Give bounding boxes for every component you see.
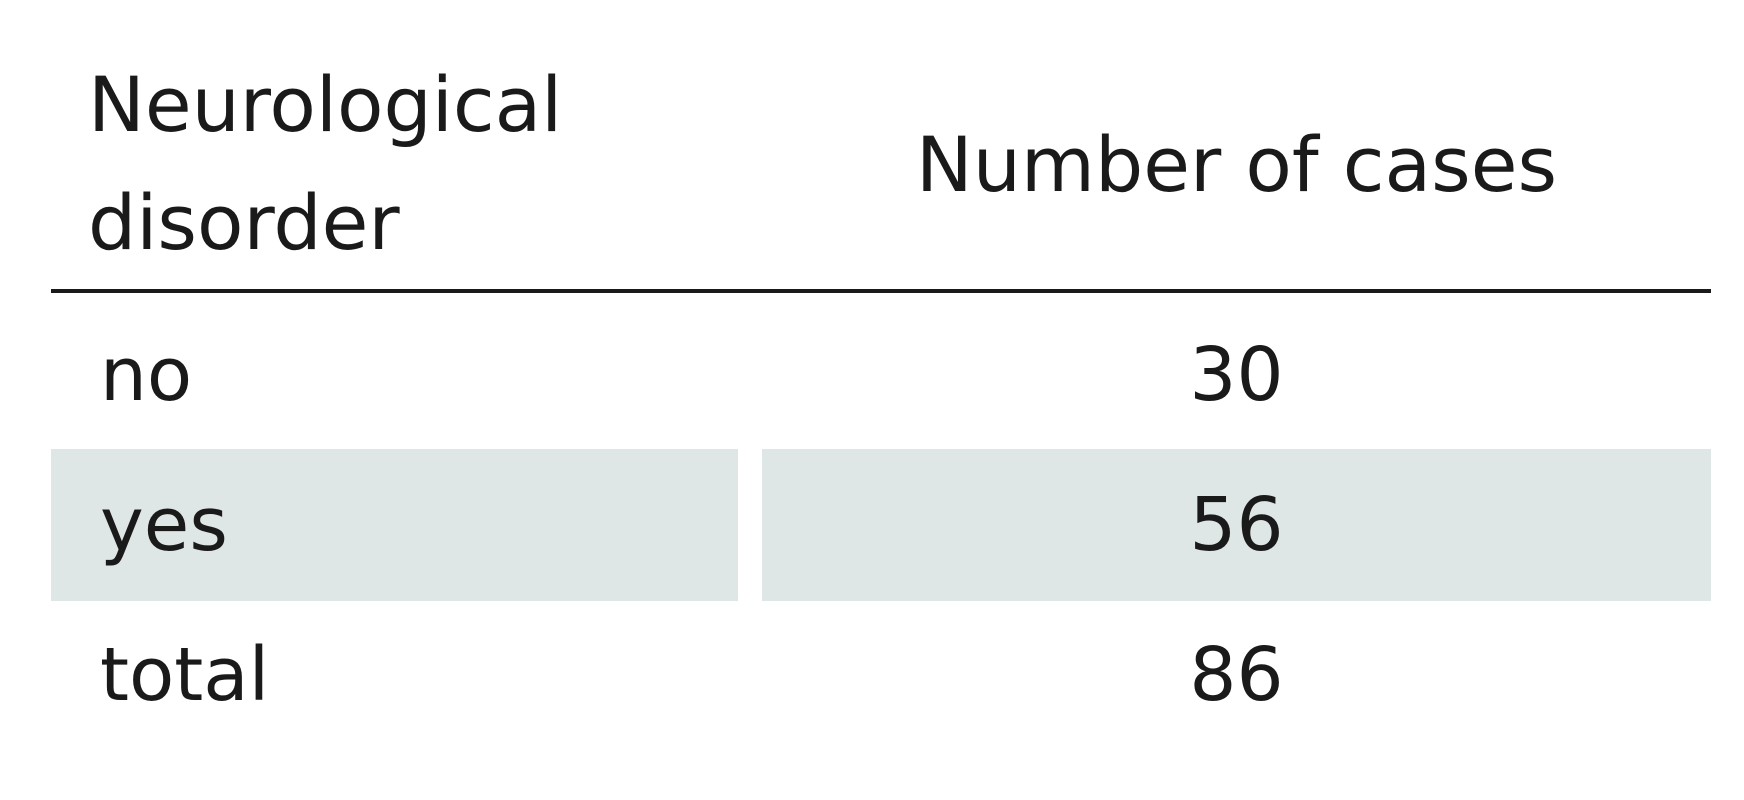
cell-value: 86 <box>1189 632 1284 718</box>
row-label: total <box>100 632 270 718</box>
row-label: no <box>100 332 193 418</box>
header-cell: Neurological disorder <box>88 60 563 267</box>
header-rule <box>51 289 1711 293</box>
row-label: yes <box>100 482 228 568</box>
cell-value: 56 <box>1189 482 1284 568</box>
cell-value: 30 <box>1189 332 1284 418</box>
row-shade <box>762 449 1711 601</box>
header-cell: Number of cases <box>915 120 1558 209</box>
row-shade <box>51 449 738 601</box>
